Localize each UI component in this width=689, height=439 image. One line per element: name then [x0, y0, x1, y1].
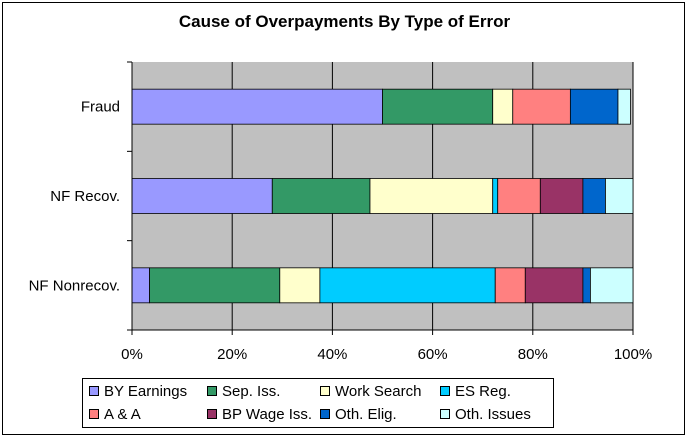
legend-item: BP Wage Iss.: [207, 405, 312, 423]
legend-swatch: [440, 386, 450, 396]
x-tick-label: 40%: [317, 346, 347, 363]
legend-label: BY Earnings: [104, 382, 188, 400]
legend-swatch: [320, 409, 330, 419]
x-tick-label: 20%: [217, 346, 247, 363]
chart-legend: BY Earnings Sep. Iss. Work Search ES Reg. A …: [82, 378, 554, 428]
x-tick-label: 80%: [518, 346, 548, 363]
bar-segment: [492, 88, 514, 125]
bar-segment: [524, 267, 584, 304]
bar-segment: [617, 88, 631, 125]
bar-segment: [492, 178, 499, 214]
legend-swatch: [320, 386, 330, 396]
bar-segment: [131, 267, 150, 304]
bar-segment: [319, 267, 496, 304]
chart-title: Cause of Overpayments By Type of Error: [178, 12, 511, 31]
legend-item: ES Reg.: [440, 382, 511, 400]
legend-label: ES Reg.: [455, 382, 511, 400]
bar-segment: [271, 178, 371, 214]
bar-segment: [605, 178, 634, 214]
legend-label: BP Wage Iss.: [222, 405, 313, 423]
legend-swatch: [89, 386, 99, 396]
bar-segment: [497, 178, 541, 214]
category-label: NF Nonrecov.: [29, 277, 120, 294]
legend-swatch: [207, 386, 217, 396]
legend-item: Oth. Issues: [440, 405, 531, 423]
bar-segment: [494, 267, 526, 304]
bar-segment: [582, 267, 591, 304]
legend-item: Oth. Elig.: [320, 405, 397, 423]
bar-segment: [590, 267, 634, 304]
legend-label: Oth. Elig.: [335, 405, 397, 423]
legend-swatch: [440, 409, 450, 419]
legend-item: Sep. Iss.: [207, 382, 280, 400]
bar-segment: [131, 88, 383, 125]
bar-segment: [569, 88, 619, 125]
legend-item: A & A: [89, 405, 141, 423]
legend-swatch: [89, 409, 99, 419]
bar-segment: [279, 267, 321, 304]
bar-segment: [131, 178, 273, 214]
legend-label: A & A: [104, 405, 141, 423]
legend-label: Sep. Iss.: [222, 382, 281, 400]
bar-segment: [382, 88, 494, 125]
bar-segment: [149, 267, 281, 304]
x-tick-label: 0%: [121, 346, 143, 363]
bar-segment: [539, 178, 584, 214]
category-label: NF Recov.: [50, 188, 120, 205]
bar-segment: [512, 88, 571, 125]
x-tick-label: 60%: [418, 346, 448, 363]
bar-segment: [369, 178, 494, 214]
bar-segment: [582, 178, 606, 214]
legend-swatch: [207, 409, 217, 419]
x-tick-label: 100%: [614, 346, 652, 363]
legend-label: Oth. Issues: [455, 405, 531, 423]
legend-item: Work Search: [320, 382, 421, 400]
legend-item: BY Earnings: [89, 382, 187, 400]
legend-label: Work Search: [335, 382, 422, 400]
category-label: Fraud: [81, 99, 120, 116]
